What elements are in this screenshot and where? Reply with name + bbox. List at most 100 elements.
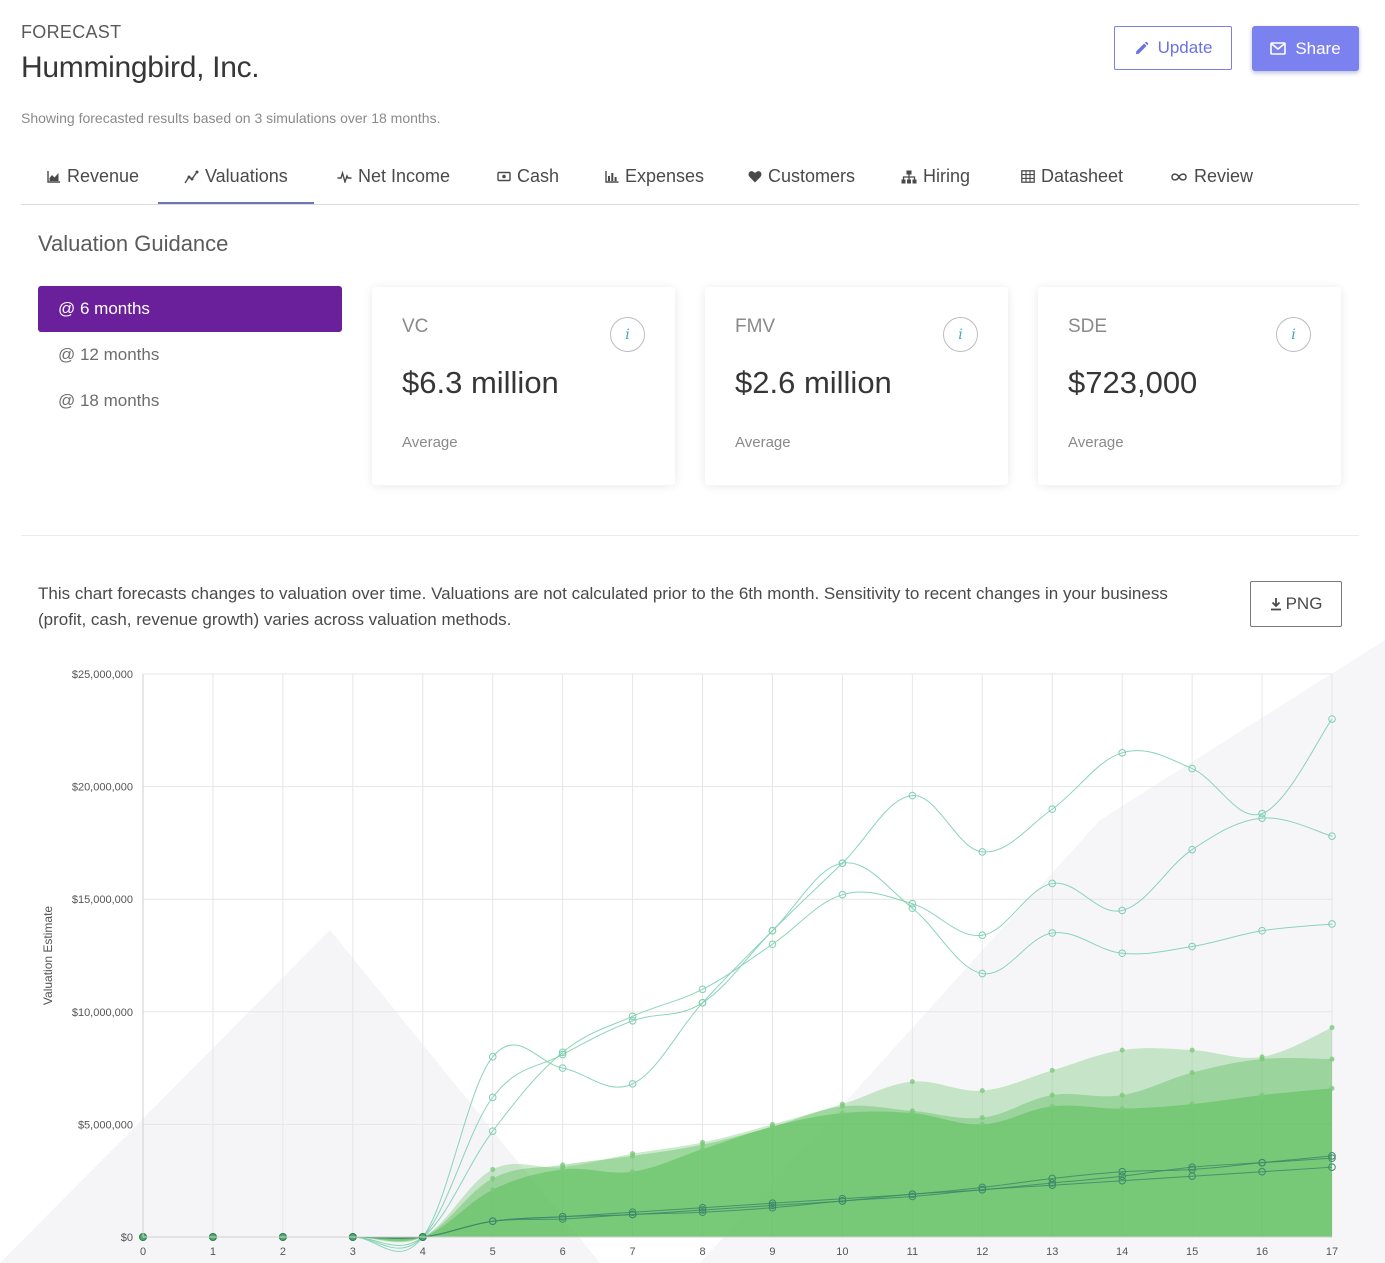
tab-datasheet[interactable]: Datasheet <box>1021 150 1123 203</box>
vc-point <box>1258 926 1266 935</box>
card-value: $723,000 <box>1068 365 1198 400</box>
vc-point <box>838 859 847 867</box>
tab-expenses[interactable]: Expenses <box>605 150 704 203</box>
heart-icon <box>748 171 762 183</box>
fmv-point <box>490 1166 496 1172</box>
fmv-point <box>490 1187 496 1193</box>
png-label: PNG <box>1285 594 1323 613</box>
fmv-point <box>1119 1106 1125 1112</box>
share-button[interactable]: Share <box>1252 26 1359 71</box>
x-tick-label: 7 <box>630 1246 636 1258</box>
fmv-point <box>560 1162 566 1168</box>
tab-valuations[interactable]: Valuations <box>158 150 314 204</box>
sde-point <box>1048 1181 1057 1190</box>
sde-point <box>1188 1172 1196 1180</box>
x-tick-label: 13 <box>1046 1246 1058 1258</box>
x-tick-label: 6 <box>560 1246 566 1258</box>
info-icon[interactable]: i <box>610 317 645 352</box>
x-tick-label: 17 <box>1326 1246 1338 1258</box>
fmv-point <box>1189 1101 1195 1107</box>
x-tick-label: 10 <box>836 1246 848 1258</box>
card-label: VC <box>402 316 429 337</box>
vc-point <box>558 1064 567 1072</box>
section-divider <box>21 535 1359 536</box>
fmv-point <box>1329 1025 1335 1031</box>
vc-point <box>1048 929 1057 937</box>
x-tick-label: 9 <box>769 1246 775 1258</box>
period-6-months[interactable]: @ 6 months <box>38 286 342 332</box>
vc-point <box>908 904 917 913</box>
envelope-icon <box>1270 42 1287 55</box>
line-chart-icon <box>184 170 199 183</box>
area-chart-icon <box>47 171 60 183</box>
vc-point <box>978 931 987 940</box>
fmv-point <box>1119 1092 1125 1098</box>
info-icon[interactable]: i <box>943 317 978 352</box>
sde-point <box>838 1197 847 1205</box>
money-icon <box>497 171 511 182</box>
vc-point <box>768 926 777 935</box>
update-button[interactable]: Update <box>1114 26 1232 70</box>
fmv-point <box>700 1146 706 1152</box>
fmv-point <box>700 1142 706 1148</box>
page-eyebrow: FORECAST <box>21 22 122 42</box>
x-tick-label: 14 <box>1116 1246 1128 1258</box>
fmv-point <box>979 1115 985 1121</box>
y-tick-label: $20,000,000 <box>72 782 133 794</box>
x-tick-label: 15 <box>1186 1246 1198 1258</box>
vc-point <box>1118 949 1126 958</box>
vc-point <box>1188 845 1196 854</box>
tab-label: Customers <box>768 166 856 186</box>
x-tick-label: 16 <box>1256 1246 1268 1258</box>
page-header: FORECAST Hummingbird, Inc. <box>21 22 260 85</box>
download-png-button[interactable]: PNG <box>1250 581 1342 627</box>
tab-cash[interactable]: Cash <box>497 150 559 203</box>
vc-point <box>978 848 987 856</box>
card-footnote: Average <box>402 434 458 451</box>
vc-point <box>838 890 847 899</box>
fmv-point <box>1049 1067 1055 1073</box>
fmv-point <box>490 1175 496 1181</box>
chart-description: This chart forecasts changes to valuatio… <box>38 584 1168 629</box>
info-icon[interactable]: i <box>1276 317 1311 352</box>
bar-chart-icon <box>605 171 619 183</box>
sde-point <box>1118 1176 1126 1185</box>
sde-point <box>1188 1163 1196 1171</box>
period-12-months[interactable]: @ 12 months <box>58 345 160 364</box>
sde-point <box>1118 1167 1126 1176</box>
x-tick-label: 1 <box>210 1246 216 1258</box>
valuation-guidance-title: Valuation Guidance <box>38 231 229 256</box>
sde-point <box>1328 1152 1336 1160</box>
tab-net-income[interactable]: Net Income <box>337 150 450 203</box>
fmv-point <box>1259 1056 1265 1062</box>
fmv-point <box>839 1110 845 1116</box>
sde-point <box>698 1206 707 1214</box>
tab-label: Expenses <box>625 166 705 186</box>
tab-hiring[interactable]: Hiring <box>901 150 970 203</box>
sde-point <box>1328 1154 1336 1162</box>
y-axis-label: Valuation Estimate <box>41 906 55 1005</box>
tab-revenue[interactable]: Revenue <box>47 150 139 203</box>
tab-bar: Revenue Valuations Net Income Cash Expen… <box>21 150 1359 205</box>
vc-point <box>908 899 917 908</box>
tab-review[interactable]: Review <box>1170 150 1253 203</box>
tab-customers[interactable]: Customers <box>748 150 855 203</box>
sde-point <box>768 1203 777 1212</box>
fmv-point <box>630 1169 636 1175</box>
sde-point <box>558 1215 567 1223</box>
sde-point <box>1118 1172 1126 1180</box>
period-18-months[interactable]: @ 18 months <box>58 391 160 410</box>
fmv-point <box>1119 1047 1125 1053</box>
background-shape <box>0 930 600 1263</box>
fmv-point <box>630 1153 636 1159</box>
x-tick-label: 2 <box>280 1246 286 1258</box>
vc-point <box>628 1017 637 1025</box>
pencil-icon <box>1135 41 1148 54</box>
sde-point <box>558 1212 567 1221</box>
card-value: $2.6 million <box>735 365 892 400</box>
card-label: FMV <box>735 316 776 337</box>
tab-label: Datasheet <box>1041 166 1124 186</box>
sde-point <box>978 1185 987 1194</box>
fmv-point <box>1049 1092 1055 1098</box>
sde-point <box>1258 1167 1266 1176</box>
